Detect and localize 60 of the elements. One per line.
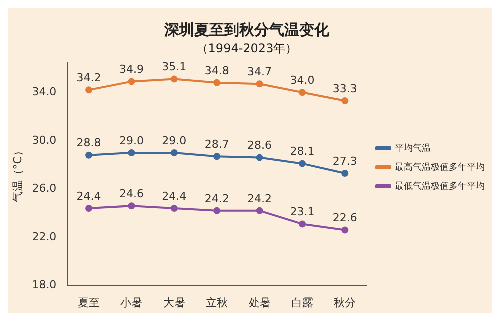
y-tick-label: 26.0	[32, 182, 57, 196]
point	[86, 205, 93, 212]
x-tick-label: 处暑	[248, 296, 271, 310]
data-label: 29.0	[119, 134, 144, 148]
x-tick-label: 秋分	[334, 296, 356, 310]
data-label: 33.3	[332, 82, 358, 96]
x-tick-label: 小暑	[120, 296, 143, 310]
point	[342, 98, 349, 105]
data-label: 24.4	[76, 190, 102, 203]
data-label: 24.2	[204, 192, 230, 206]
point	[128, 78, 136, 86]
y-tick-label: 22.0	[32, 230, 57, 244]
data-label: 34.0	[290, 74, 315, 87]
data-label: 28.7	[204, 138, 230, 151]
point	[298, 220, 306, 228]
chart-title: 深圳夏至到秋分气温变化	[164, 20, 330, 39]
point	[214, 207, 221, 214]
data-label: 29.0	[162, 134, 187, 148]
point	[298, 89, 306, 96]
data-label: 28.6	[248, 139, 272, 152]
x-tick-label: 大暑	[163, 296, 186, 310]
data-label: 28.1	[290, 145, 315, 158]
data-label: 28.8	[76, 136, 102, 150]
point	[298, 160, 306, 168]
data-label: 23.1	[290, 206, 315, 219]
point	[214, 79, 221, 86]
point	[256, 154, 264, 162]
y-tick-label: 18.0	[32, 278, 57, 292]
data-label: 35.1	[162, 60, 187, 74]
data-label: 34.9	[119, 63, 144, 76]
point	[128, 149, 136, 156]
legend-label: 最高气温极值多年平均	[395, 162, 485, 173]
data-label: 34.8	[204, 64, 230, 78]
data-label: 34.2	[76, 72, 102, 85]
data-label: 24.2	[248, 192, 272, 206]
chart-subtitle: （1994-2023年）	[196, 41, 298, 56]
point	[256, 207, 264, 214]
x-tick-label: 白露	[291, 296, 314, 310]
y-axis-title: 气温（°C）	[11, 146, 24, 203]
point	[170, 76, 178, 83]
point	[170, 149, 178, 156]
data-label: 24.4	[162, 190, 187, 203]
point	[170, 205, 178, 212]
point	[86, 86, 93, 94]
point	[342, 170, 349, 177]
point	[256, 80, 264, 88]
point	[342, 226, 349, 234]
legend-label: 平均气温	[395, 142, 431, 154]
data-label: 22.6	[332, 212, 358, 225]
y-tick-label: 34.0	[32, 85, 57, 98]
data-label: 34.7	[248, 65, 272, 78]
y-tick-label: 30.0	[32, 134, 57, 147]
legend-label: 最低气温极值多年平均	[395, 180, 485, 192]
x-tick-label: 夏至	[78, 296, 100, 310]
point	[214, 153, 221, 160]
data-label: 24.6	[119, 187, 144, 200]
x-tick-label: 立秋	[206, 296, 228, 310]
point	[86, 152, 93, 159]
point	[128, 202, 136, 210]
data-label: 27.3	[332, 154, 358, 168]
